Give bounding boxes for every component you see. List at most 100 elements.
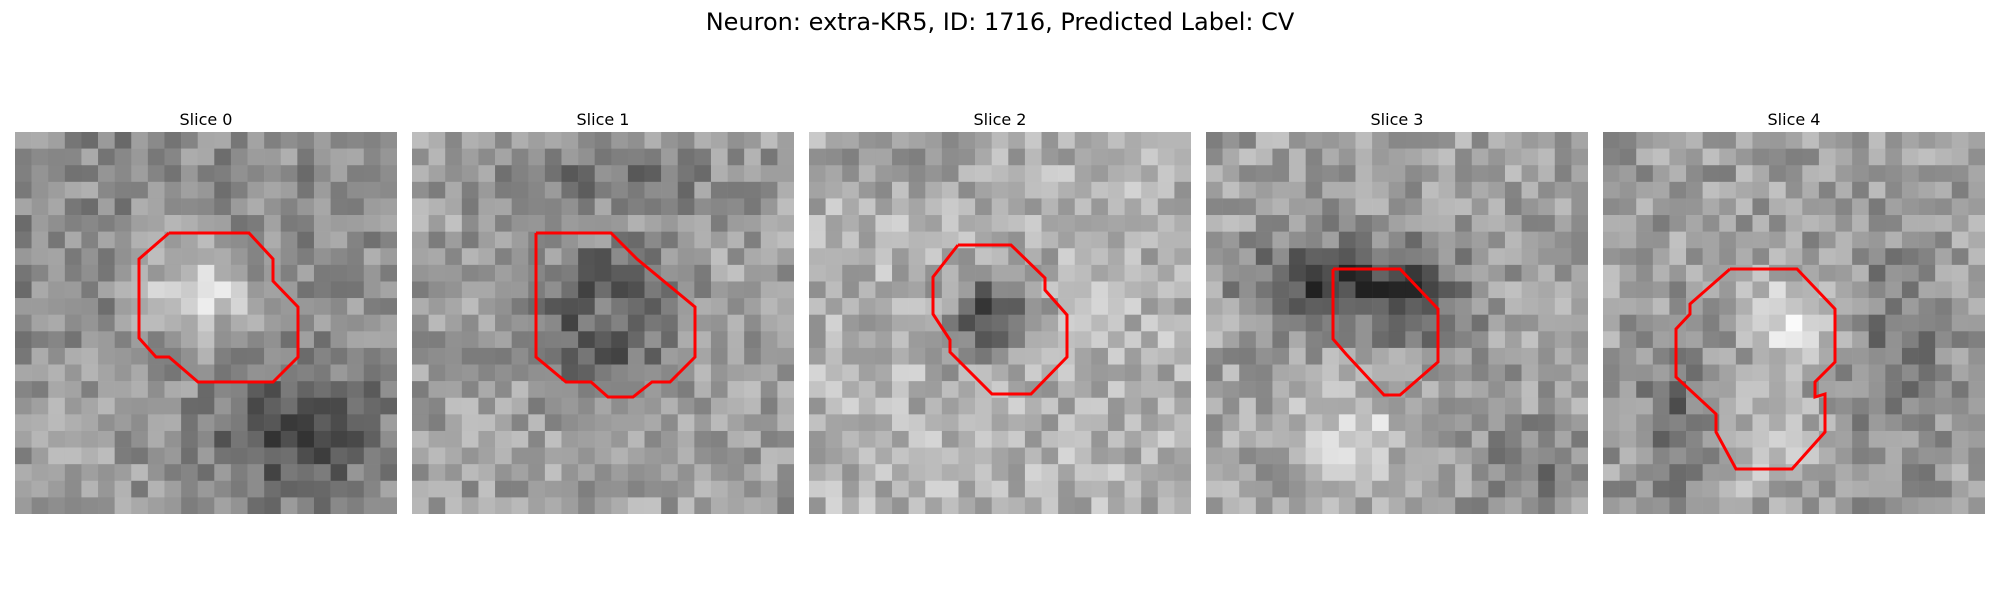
pixel: [842, 464, 860, 482]
pixel: [627, 447, 645, 465]
pixel: [1769, 480, 1786, 498]
pixel: [1951, 497, 1969, 514]
pixel: [1885, 397, 1903, 415]
pixel: [247, 347, 265, 365]
pixel: [1686, 347, 1703, 365]
pixel: [1619, 281, 1637, 299]
pixel: [412, 298, 429, 315]
pixel: [313, 480, 331, 498]
pixel: [347, 231, 365, 249]
pixel: [363, 497, 381, 514]
pixel: [825, 331, 843, 349]
pixel: [975, 447, 992, 465]
pixel: [611, 430, 629, 448]
pixel: [1852, 397, 1870, 415]
pixel: [578, 132, 595, 149]
pixel: [1455, 314, 1473, 332]
pixel: [958, 464, 976, 482]
pixel: [1322, 248, 1340, 266]
pixel: [1107, 331, 1125, 349]
pixel: [363, 480, 381, 498]
pixel: [1521, 198, 1539, 216]
pixel: [1603, 347, 1620, 365]
pixel: [1041, 381, 1059, 399]
pixel: [1074, 414, 1092, 432]
pixel: [1504, 248, 1522, 266]
pixel: [330, 430, 348, 448]
pixel: [1619, 148, 1637, 166]
pixel: [1652, 430, 1670, 448]
pixel: [1255, 480, 1273, 498]
pixel: [1372, 430, 1389, 448]
pixel: [15, 430, 32, 448]
pixel: [1488, 132, 1506, 149]
pixel: [1074, 215, 1092, 232]
pixel: [478, 165, 496, 183]
pixel: [31, 198, 49, 216]
pixel: [1538, 314, 1556, 332]
pixel: [1554, 281, 1572, 299]
pixel: [1091, 430, 1109, 448]
pixel: [330, 347, 348, 365]
pixel: [313, 132, 331, 149]
pixel: [15, 364, 32, 382]
pixel: [1421, 381, 1439, 399]
pixel: [677, 430, 695, 448]
pixel: [991, 132, 1009, 149]
pixel: [1255, 447, 1273, 465]
pixel: [1438, 215, 1456, 232]
pixel: [777, 497, 794, 514]
pixel: [1421, 281, 1439, 299]
pixel: [1968, 480, 1985, 498]
pixel: [842, 264, 860, 282]
pixel: [214, 198, 232, 216]
pixel: [1388, 364, 1406, 382]
pixel: [1206, 264, 1223, 282]
pixel: [1405, 148, 1423, 166]
pixel: [611, 347, 629, 365]
pixel: [363, 264, 381, 282]
pixel: [1669, 165, 1687, 183]
pixel: [644, 381, 662, 399]
pixel: [958, 198, 976, 216]
pixel: [958, 414, 976, 432]
pixel: [147, 414, 165, 432]
pixel: [1719, 381, 1737, 399]
pixel: [1305, 132, 1323, 149]
pixel: [694, 231, 712, 249]
pixel: [297, 497, 315, 514]
pixel: [875, 165, 893, 183]
pixel: [908, 497, 926, 514]
pixel: [81, 132, 99, 149]
pixel: [875, 364, 893, 382]
pixel: [1355, 298, 1373, 315]
pixel: [1968, 414, 1985, 432]
pixel: [48, 414, 66, 432]
pixel: [1652, 397, 1670, 415]
pixel: [1405, 447, 1423, 465]
pixel: [1868, 331, 1886, 349]
pixel: [347, 314, 365, 332]
pixel: [131, 347, 149, 365]
pixel: [1255, 165, 1273, 183]
pixel: [98, 231, 115, 249]
pixel: [1058, 132, 1076, 149]
pixel: [941, 381, 959, 399]
pixel: [1488, 480, 1506, 498]
pixel: [1636, 264, 1654, 282]
pixel: [31, 132, 49, 149]
pixel: [1471, 347, 1489, 365]
pixel: [214, 497, 232, 514]
pixel: [1008, 132, 1026, 149]
slice-image-1: [412, 132, 794, 514]
pixel: [1835, 430, 1853, 448]
pixel: [727, 464, 745, 482]
pixel: [744, 165, 762, 183]
pixel: [164, 148, 182, 166]
pixel: [1239, 264, 1257, 282]
pixel: [1554, 264, 1572, 282]
pixel: [1024, 331, 1042, 349]
pixel: [1521, 165, 1539, 183]
pixel: [1157, 148, 1175, 166]
pixel: [727, 497, 745, 514]
